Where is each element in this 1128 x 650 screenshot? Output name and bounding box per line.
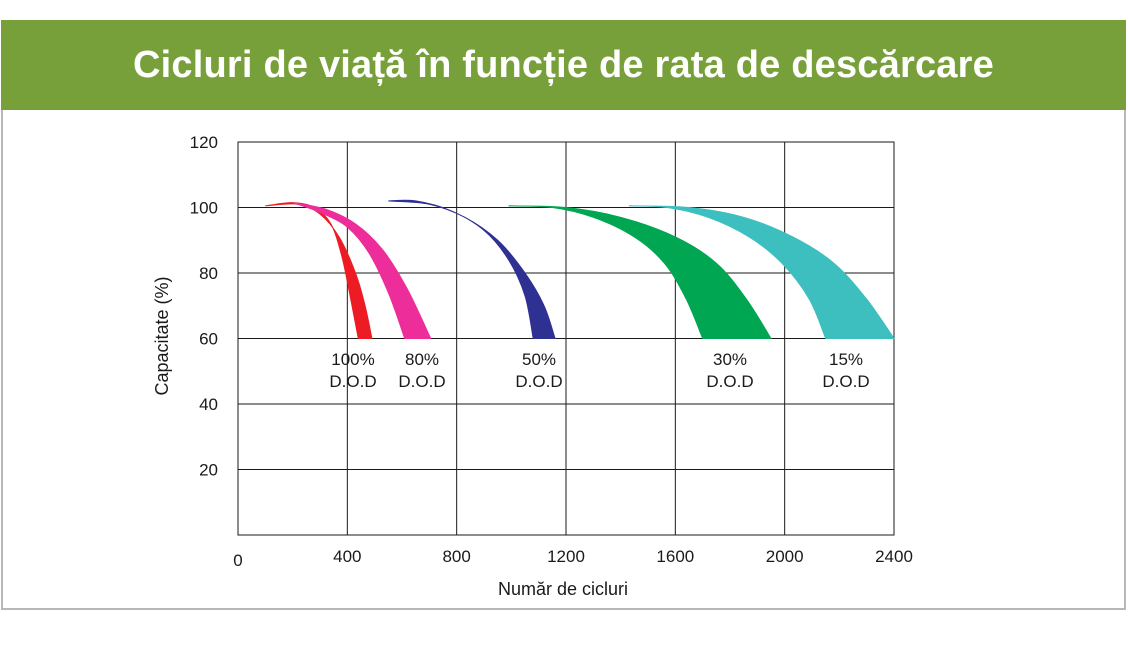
chart-frame <box>1 20 1126 610</box>
y-tick-label: 20 <box>199 461 218 480</box>
y-tick-label: 100 <box>190 199 218 218</box>
series-band-1 <box>265 202 373 339</box>
x-tick-label: 1600 <box>656 547 694 566</box>
x-tick-label: 2400 <box>875 547 913 566</box>
series-label-5: 15% D.O.D <box>822 350 869 391</box>
x-tick-label: 0 <box>233 551 242 570</box>
series-label-1: 100% D.O.D <box>329 350 376 391</box>
y-axis-title: Capacitate (%) <box>152 276 172 395</box>
title-banner: Cicluri de viață în funcție de rata de d… <box>1 20 1126 110</box>
x-axis-title: Număr de cicluri <box>498 579 628 599</box>
series-band-3 <box>388 199 556 339</box>
x-tick-label: 2000 <box>766 547 804 566</box>
series-label-3: 50% D.O.D <box>515 350 562 391</box>
series-band-5 <box>628 205 895 339</box>
x-tick-label: 1200 <box>547 547 585 566</box>
chart-title: Cicluri de viață în funcție de rata de d… <box>133 43 994 86</box>
y-tick-label: 120 <box>190 133 218 152</box>
series-label-4: 30% D.O.D <box>706 350 753 391</box>
x-tick-label: 800 <box>442 547 470 566</box>
series-label-2: 80% D.O.D <box>398 350 445 391</box>
series-labels: 100% D.O.D 80% D.O.D 50% D.O.D 30% D.O.D 15% D.O.… <box>329 350 869 391</box>
grid <box>237 141 895 536</box>
x-tick-label: 400 <box>333 547 361 566</box>
y-tick-label: 60 <box>199 330 218 349</box>
series-band-2 <box>292 202 432 339</box>
y-tick-label: 80 <box>199 264 218 283</box>
y-tick-label: 40 <box>199 395 218 414</box>
series-band-4 <box>508 205 772 339</box>
series-bands <box>265 199 895 339</box>
